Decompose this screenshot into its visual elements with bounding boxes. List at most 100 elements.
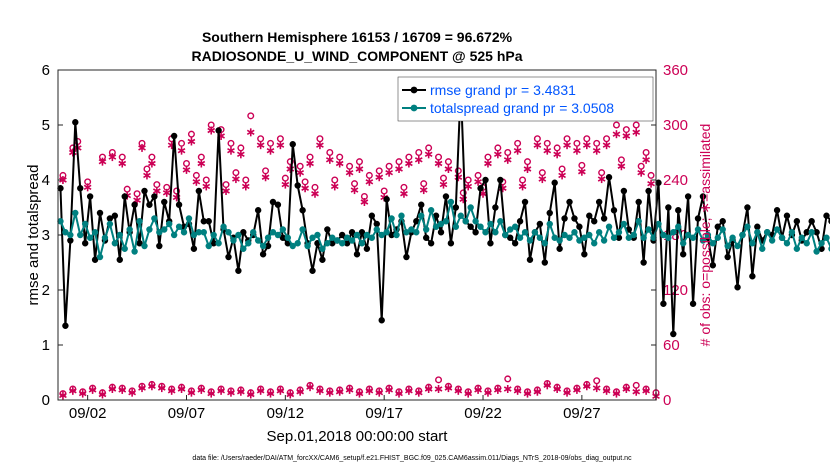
totalspread-point [571,229,578,236]
rmse-point [773,207,781,214]
totalspread-point [650,234,657,241]
obs-assimilated-point [419,186,428,195]
totalspread-point [338,240,346,247]
totalspread-point [714,234,721,241]
rmse-point [595,198,603,206]
totalspread-point [126,226,133,233]
rmse-point [388,231,395,239]
totalspread-point [62,229,69,236]
obs-assimilated-point [330,182,339,191]
rmse-point [546,209,553,217]
rmse-point [447,240,455,247]
totalspread-point [309,234,316,241]
totalspread-point [195,229,203,236]
totalspread-point [156,229,163,236]
totalspread-point [635,218,642,225]
x-tick-label: 09/27 [563,405,601,422]
totalspread-point [96,253,104,261]
totalspread-point [91,229,99,236]
totalspread-point [675,223,682,230]
rmse-point [714,223,721,230]
obs-assimilated-point [296,168,305,177]
totalspread-point [823,234,830,241]
rmse-point [551,179,558,186]
obs-possible-point [642,148,650,156]
obs-assimilated-point [246,128,255,137]
y-left-tick-label: 1 [42,337,50,354]
totalspread-point [250,229,257,236]
rmse-point [521,198,529,206]
totalspread-point [72,209,79,217]
rmse-point [67,237,74,244]
totalspread-point [418,212,425,219]
rmse-point [299,207,306,214]
obs-assimilated-point [316,386,324,395]
obs-assimilated-point [543,146,552,155]
rmse-point [724,253,731,261]
rmse-point [640,259,647,266]
rmse-point [432,212,440,219]
rmse-point [516,218,524,225]
totalspread-point [240,245,247,252]
totalspread-point [581,234,588,241]
rmse-point [571,215,578,222]
rmse-point [813,229,820,236]
obs-assimilated-point [202,182,211,191]
obs-assimilated-point [78,389,87,398]
totalspread-point [373,226,380,233]
obs-possible-point [632,121,640,129]
obs-assimilated-point [296,387,305,396]
obs-possible-point [326,148,334,156]
rmse-point [734,284,741,291]
obs-assimilated-point [454,173,463,182]
rmse-point [358,229,366,236]
obs-assimilated-point [187,388,196,397]
totalspread-point [788,229,796,236]
obs-assimilated-point [400,189,408,198]
rmse-point [749,273,756,280]
rmse-point [437,229,445,236]
totalspread-point [378,231,385,239]
totalspread-point [744,223,751,230]
obs-assimilated-point [637,168,646,177]
rmse-point [803,229,810,236]
obs-assimilated-point [632,387,641,396]
obs-possible-point [435,376,443,384]
totalspread-point [482,229,489,236]
totalspread-point [314,231,321,239]
obs-assimilated-point [286,165,295,173]
rmse-point [200,218,207,225]
totalspread-point [660,231,667,239]
totalspread-point [600,237,608,244]
totalspread-point [116,231,123,239]
totalspread-point [699,237,707,244]
totalspread-point [546,220,553,228]
rmse-point [363,245,371,252]
obs-possible-point [286,158,294,166]
obs-assimilated-point [197,159,206,168]
totalspread-point [422,226,430,233]
obs-assimilated-point [256,386,265,395]
obs-assimilated-point [434,159,443,168]
obs-assimilated-point [222,187,230,195]
rmse-point [264,242,272,250]
obs-assimilated-point [617,162,626,171]
totalspread-point [403,229,410,236]
y-left-tick-label: 4 [42,172,50,189]
totalspread-point [264,234,272,241]
rmse-point [442,193,450,200]
obs-assimilated-point [484,388,492,397]
obs-assimilated-point [464,389,473,398]
obs-assimilated-point [632,128,641,137]
totalspread-point [200,229,207,236]
rmse-point [709,262,717,269]
rmse-point [670,330,677,338]
rmse-point [526,256,534,263]
totalspread-point [467,204,474,211]
totalspread-point [111,240,119,247]
rmse-point [215,127,222,134]
obs-assimilated-point [365,177,374,186]
rmse-point [660,300,667,307]
obs-assimilated-point [286,390,295,399]
obs-assimilated-point [192,177,201,186]
